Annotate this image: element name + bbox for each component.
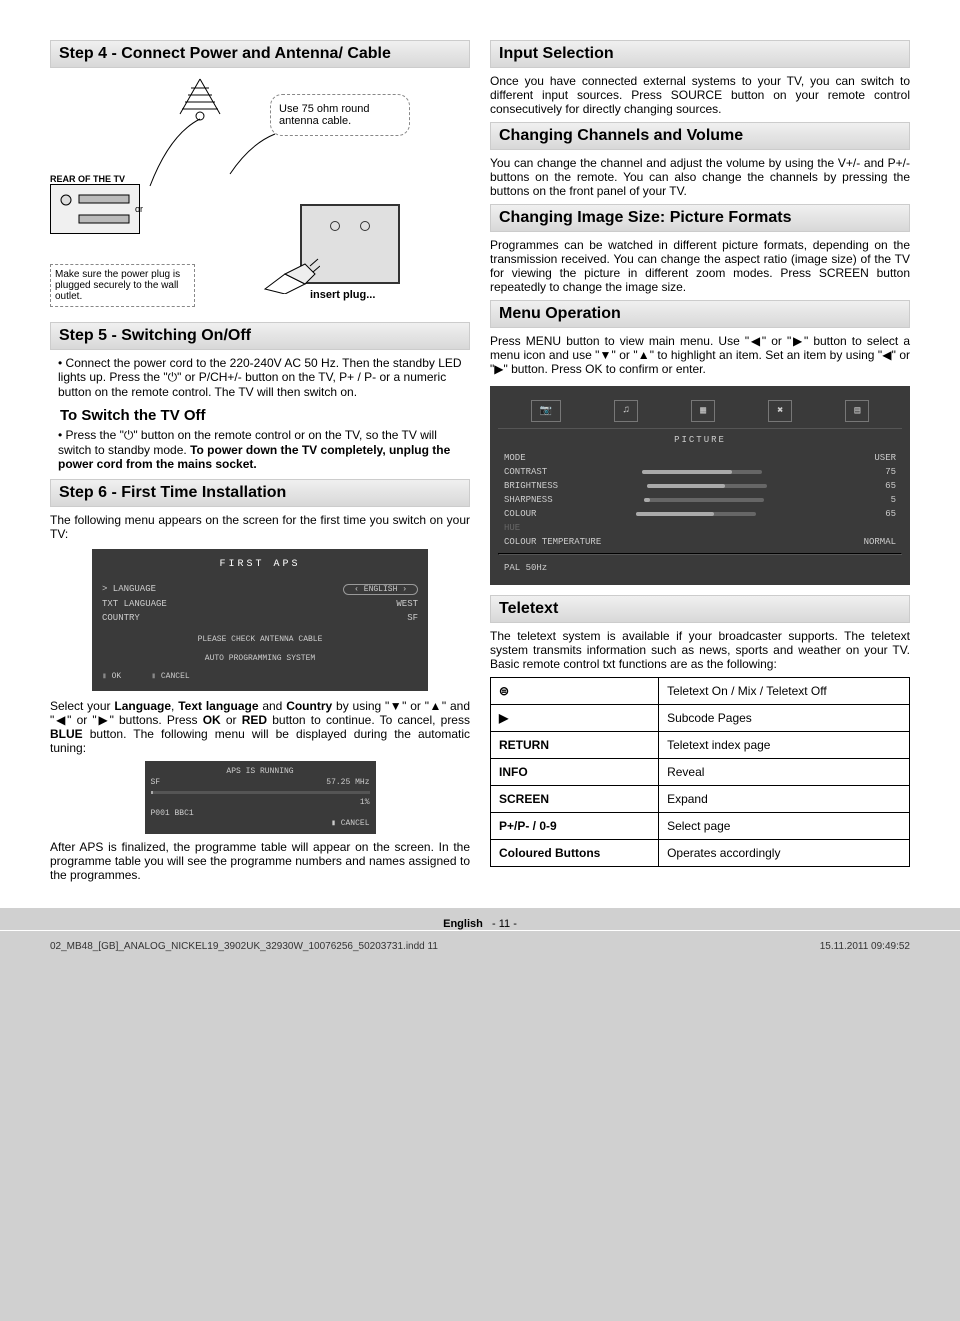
teletext-text: The teletext system is available if your… bbox=[490, 629, 910, 671]
grid-icon: ▦ bbox=[691, 400, 715, 422]
channels-title: Changing Channels and Volume bbox=[490, 122, 910, 150]
teletext-table: ⊜Teletext On / Mix / Teletext Off▶Subcod… bbox=[490, 677, 910, 867]
rear-label: REAR OF THE TV bbox=[50, 174, 150, 184]
or-label: or bbox=[135, 204, 143, 214]
plug-icon bbox=[260, 244, 320, 294]
aps-running-screenshot: APS IS RUNNING SF57.25 MHz 1% P001 BBC1 … bbox=[145, 761, 376, 834]
first-aps-screenshot: FIRST APS > LANGUAGE‹ ENGLISH › TXT LANG… bbox=[92, 549, 428, 691]
step6-end: After APS is finalized, the programme ta… bbox=[50, 840, 470, 882]
antenna-icon bbox=[170, 74, 230, 124]
picture-formats-title: Changing Image Size: Picture Formats bbox=[490, 204, 910, 232]
step6-title: Step 6 - First Time Installation bbox=[50, 479, 470, 507]
menu-operation-title: Menu Operation bbox=[490, 300, 910, 328]
camera-icon: 📷 bbox=[531, 400, 561, 422]
step6-intro: The following menu appears on the screen… bbox=[50, 513, 470, 541]
step4-title: Step 4 - Connect Power and Antenna/ Cabl… bbox=[50, 40, 470, 68]
step5-bullet: Connect the power cord to the 220-240V A… bbox=[58, 356, 470, 399]
page-number: English - 11 - bbox=[0, 918, 960, 930]
power-note: Make sure the power plug is plugged secu… bbox=[50, 264, 195, 307]
switch-off-text: Press the "⏻" button on the remote contr… bbox=[58, 428, 470, 471]
teletext-title: Teletext bbox=[490, 595, 910, 623]
music-icon: ♫ bbox=[614, 400, 638, 422]
cable-note: Use 75 ohm round antenna cable. bbox=[270, 94, 410, 136]
channels-text: You can change the channel and adjust th… bbox=[490, 156, 910, 198]
document-footer: 02_MB48_[GB]_ANALOG_NICKEL19_3902UK_3293… bbox=[0, 930, 960, 962]
step6-select-text: Select your Language, Text language and … bbox=[50, 699, 470, 755]
insert-plug-label: insert plug... bbox=[310, 289, 375, 301]
picture-menu-screenshot: 📷 ♫ ▦ ✖ ▤ PICTURE MODEUSERCONTRAST75BRIG… bbox=[490, 386, 910, 585]
picture-formats-text: Programmes can be watched in different p… bbox=[490, 238, 910, 294]
tools-icon: ✖ bbox=[768, 400, 792, 422]
antenna-diagram: Use 75 ohm round antenna cable. REAR OF … bbox=[50, 74, 470, 314]
step5-title: Step 5 - Switching On/Off bbox=[50, 322, 470, 350]
input-selection-text: Once you have connected external systems… bbox=[490, 74, 910, 116]
list-icon: ▤ bbox=[845, 400, 869, 422]
switch-off-title: To Switch the TV Off bbox=[50, 407, 470, 424]
input-selection-title: Input Selection bbox=[490, 40, 910, 68]
menu-operation-text: Press MENU button to view main menu. Use… bbox=[490, 334, 910, 376]
